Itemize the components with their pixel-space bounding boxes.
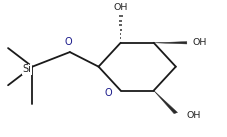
Text: OH: OH [192, 38, 206, 47]
Text: OH: OH [113, 3, 127, 12]
Text: Si: Si [22, 64, 31, 74]
Text: OH: OH [186, 111, 200, 120]
Text: O: O [65, 37, 72, 47]
Polygon shape [153, 42, 186, 44]
Polygon shape [153, 91, 177, 114]
Text: O: O [104, 88, 111, 98]
